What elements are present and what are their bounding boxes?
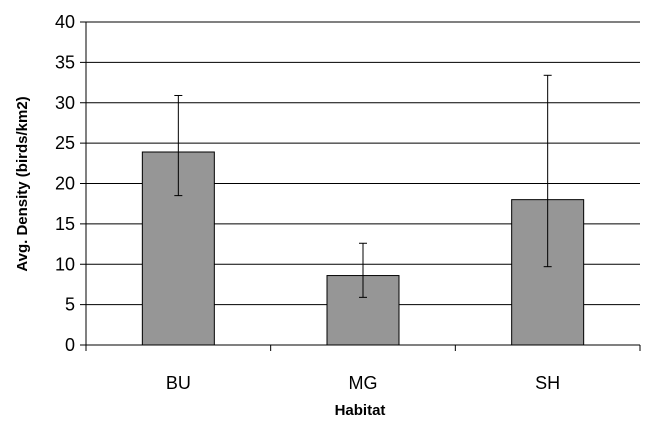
y-tick-label: 0 xyxy=(65,335,75,355)
y-tick-label: 15 xyxy=(55,214,75,234)
error-bars xyxy=(174,74,552,298)
y-tick-label: 10 xyxy=(55,254,75,274)
axes xyxy=(85,22,641,351)
y-axis-title: Avg. Density (birds/km2) xyxy=(14,96,31,271)
y-tick-label: 35 xyxy=(55,52,75,72)
y-tick-label: 25 xyxy=(55,133,75,153)
y-axis-ticks: 0 5 10 15 20 25 30 35 40 xyxy=(55,12,86,355)
y-tick-label: 20 xyxy=(55,174,75,194)
x-category-label: SH xyxy=(535,373,560,393)
y-tick-label: 5 xyxy=(65,295,75,315)
y-tick-label: 40 xyxy=(55,12,75,32)
x-category-label: BU xyxy=(166,373,191,393)
y-tick-label: 30 xyxy=(55,93,75,113)
x-category-label: MG xyxy=(349,373,378,393)
x-axis-title: Habitat xyxy=(335,402,386,419)
x-axis-categories: BU MG SH xyxy=(166,373,560,393)
